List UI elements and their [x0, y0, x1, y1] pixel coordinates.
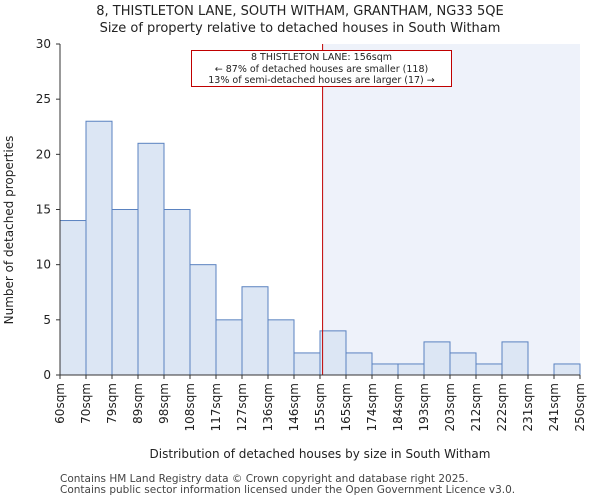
bar-193sqm [423, 341, 451, 376]
larger-houses-region [322, 44, 580, 375]
bar-89sqm [137, 142, 165, 376]
x-tick-label: 146sqm [287, 383, 301, 431]
x-tick-label: 184sqm [391, 383, 405, 431]
bar-184sqm [397, 363, 425, 376]
bar-136sqm [267, 319, 295, 376]
x-tick-label: 79sqm [105, 383, 119, 424]
footer-licence: Contains public sector information licen… [60, 484, 516, 496]
annotation-line-2: ← 87% of detached houses are smaller (11… [214, 63, 429, 75]
x-tick-label: 117sqm [209, 383, 223, 431]
x-tick-label: 174sqm [365, 383, 379, 431]
annotation-line-1: 8 THISTLETON LANE: 156sqm [250, 52, 393, 63]
x-tick-label: 127sqm [235, 383, 249, 431]
x-tick-label: 193sqm [417, 383, 431, 431]
bar-79sqm [111, 209, 139, 376]
property-annotation-box: 8 THISTLETON LANE: 156sqm ← 87% of detac… [191, 50, 452, 87]
chart-title: 8, THISTLETON LANE, SOUTH WITHAM, GRANTH… [96, 4, 504, 19]
x-tick-label: 70sqm [79, 383, 93, 424]
x-tick-label: 241sqm [547, 383, 561, 431]
bar-155sqm [319, 330, 347, 376]
x-ticks-group: 60sqm 70sqm 79sqm 89sqm 98sqm 108sqm 117sqm 127… [53, 375, 587, 431]
x-tick-label: 108sqm [183, 383, 197, 431]
y-tick-label: 30 [36, 37, 51, 51]
bar-127sqm [241, 286, 269, 376]
bar-108sqm [189, 264, 217, 376]
bar-70sqm [85, 120, 113, 376]
bars-group [59, 120, 581, 376]
x-tick-label: 250sqm [573, 383, 587, 431]
x-tick-label: 60sqm [53, 383, 67, 424]
footer-copyright: Contains HM Land Registry data © Crown c… [60, 473, 469, 485]
bar-241sqm [553, 363, 581, 376]
bar-212sqm [475, 363, 503, 376]
x-tick-label: 165sqm [339, 383, 353, 431]
x-tick-label: 98sqm [157, 383, 171, 424]
y-tick-label: 20 [36, 147, 51, 161]
y-tick-label: 5 [43, 313, 51, 327]
bar-165sqm [345, 352, 373, 376]
bar-98sqm [163, 209, 191, 376]
x-tick-label: 222sqm [495, 383, 509, 431]
bar-60sqm [59, 220, 87, 376]
x-tick-label: 231sqm [521, 383, 535, 431]
bar-146sqm [293, 352, 321, 376]
y-tick-label: 10 [36, 258, 51, 272]
annotation-line-3: 13% of semi-detached houses are larger (… [208, 75, 435, 86]
y-tick-label: 0 [43, 368, 51, 382]
x-tick-label: 155sqm [313, 383, 327, 431]
x-tick-label: 136sqm [261, 383, 275, 431]
y-axis-label: Number of detached properties [2, 136, 16, 325]
bar-117sqm [215, 319, 243, 376]
bar-222sqm [501, 341, 529, 376]
x-axis-label: Distribution of detached houses by size … [150, 447, 491, 461]
bar-174sqm [371, 363, 399, 376]
y-ticks-group: 0 5 10 15 20 25 30 [36, 37, 60, 382]
x-tick-label: 212sqm [469, 383, 483, 431]
chart-subtitle: Size of property relative to detached ho… [99, 21, 501, 36]
y-tick-label: 25 [36, 92, 51, 106]
x-tick-label: 89sqm [131, 383, 145, 424]
bar-203sqm [449, 352, 477, 376]
y-tick-label: 15 [36, 203, 51, 217]
x-tick-label: 203sqm [443, 383, 457, 431]
